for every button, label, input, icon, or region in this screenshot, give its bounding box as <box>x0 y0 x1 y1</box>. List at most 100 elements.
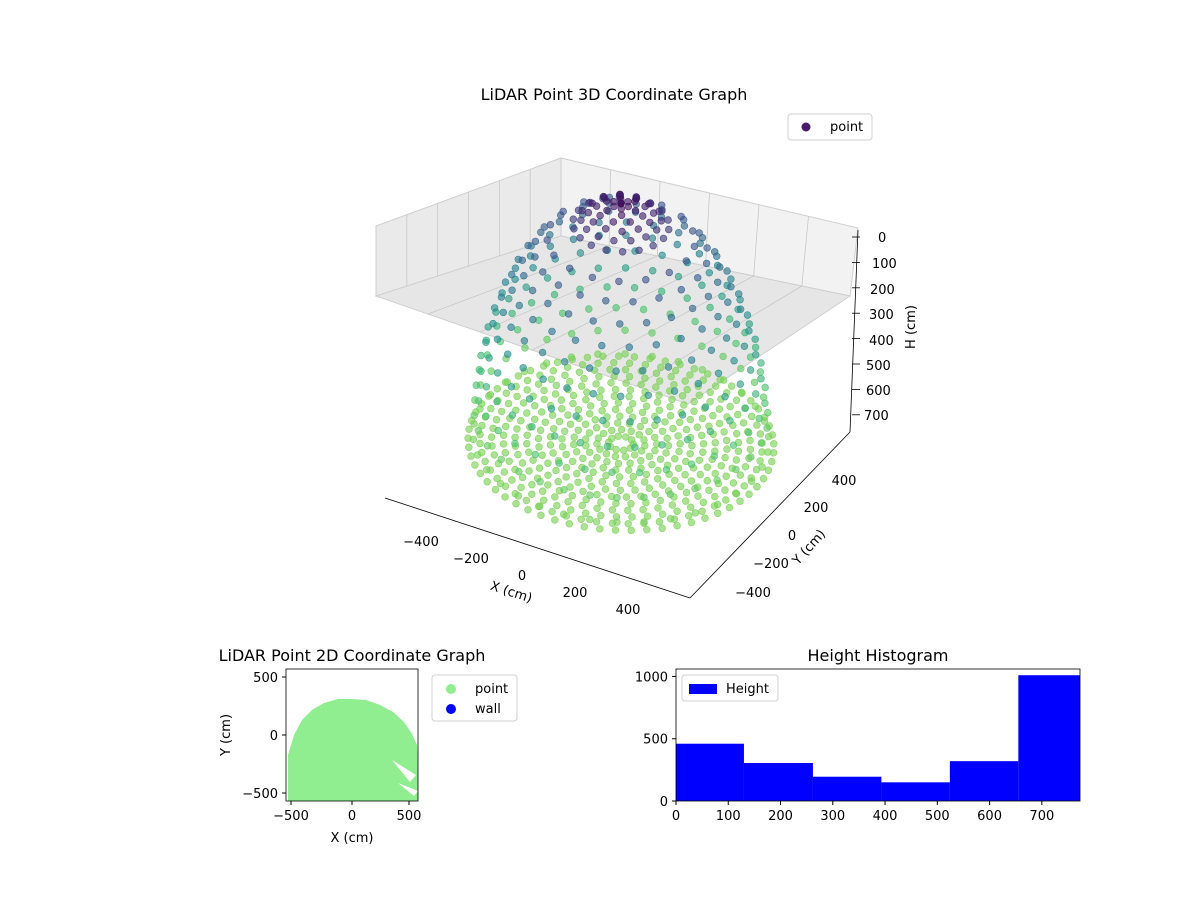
point-3d <box>641 374 649 382</box>
point-3d <box>587 241 595 249</box>
point-3d <box>764 466 773 474</box>
point-3d <box>690 365 698 373</box>
point-3d <box>610 359 618 367</box>
point-3d <box>703 244 711 252</box>
point-3d <box>698 281 706 289</box>
point-3d <box>593 454 601 462</box>
histogram-bar <box>949 761 1019 801</box>
point-3d <box>519 399 528 407</box>
point-3d <box>523 386 531 394</box>
point-3d <box>680 222 689 230</box>
point-3d <box>572 448 581 456</box>
point-cloud-gap <box>398 783 418 796</box>
point-3d <box>614 432 622 440</box>
point-3d <box>630 284 639 292</box>
point-3d <box>741 463 750 471</box>
point-3d <box>625 392 633 401</box>
point-3d <box>586 402 595 410</box>
point-3d <box>655 377 664 385</box>
point-3d <box>471 461 479 469</box>
point-3d <box>627 479 635 488</box>
point-3d <box>542 359 551 367</box>
point-3d <box>502 422 510 431</box>
point-3d <box>520 272 528 280</box>
point-3d <box>518 459 527 467</box>
point-3d <box>677 212 685 221</box>
point-3d <box>581 465 589 473</box>
point-3d <box>544 459 552 467</box>
point-3d <box>531 450 540 459</box>
point-3d <box>521 344 529 352</box>
point-3d <box>734 447 743 455</box>
x-tick-label: −400 <box>403 535 439 550</box>
point-3d <box>693 274 702 282</box>
point-3d <box>558 405 566 413</box>
point-3d <box>625 372 634 381</box>
point-3d <box>721 393 729 401</box>
point-3d <box>610 392 618 400</box>
point-3d <box>570 433 578 441</box>
point-3d <box>635 431 643 439</box>
point-3d <box>627 500 635 508</box>
point-3d <box>687 518 696 527</box>
point-3d <box>703 477 711 485</box>
point-3d <box>579 454 587 463</box>
point-3d <box>687 356 696 364</box>
point-3d <box>498 407 506 416</box>
point-3d <box>550 290 559 299</box>
point-3d <box>671 455 679 463</box>
point-3d <box>658 524 666 532</box>
point-3d <box>603 206 611 215</box>
point-3d <box>507 323 515 331</box>
histogram-y-ticks: 0 500 1000 <box>635 670 676 810</box>
point-3d <box>673 522 681 530</box>
point-3d <box>645 484 653 492</box>
point-3d <box>761 399 769 407</box>
y-tick-label: −500 <box>242 787 278 802</box>
point-3d <box>627 526 635 535</box>
point-3d <box>688 442 696 450</box>
point-3d <box>552 466 560 475</box>
point-3d <box>674 464 683 472</box>
point-3d <box>535 502 544 510</box>
point-3d <box>508 309 516 318</box>
point-3d <box>757 375 765 383</box>
point-3d <box>757 359 765 367</box>
point-3d <box>681 377 689 385</box>
point-3d <box>526 366 535 375</box>
point-3d <box>698 325 706 333</box>
point-3d <box>714 369 723 377</box>
point-3d <box>607 379 615 387</box>
point-3d <box>588 460 596 468</box>
point-3d <box>654 504 662 512</box>
point-3d <box>690 397 698 406</box>
point-3d <box>531 237 540 246</box>
point-3d <box>638 408 647 417</box>
point-3d <box>523 431 531 439</box>
point-3d <box>710 248 719 256</box>
point-3d <box>581 420 590 428</box>
point-3d <box>592 380 600 388</box>
point-3d <box>684 511 693 520</box>
point-3d <box>686 415 694 424</box>
point-3d <box>724 298 732 306</box>
point-3d <box>598 341 606 350</box>
y-tick-label: 500 <box>253 671 278 686</box>
point-3d <box>555 417 564 426</box>
point-3d <box>711 469 719 478</box>
point-3d <box>743 311 752 319</box>
point-3d <box>465 443 473 451</box>
point-3d <box>580 374 588 383</box>
point-3d <box>729 441 738 449</box>
h-tick-label: 400 <box>869 334 894 349</box>
point-3d <box>567 353 576 361</box>
point-3d <box>611 452 620 461</box>
point-3d <box>565 377 574 386</box>
point-3d <box>591 416 599 424</box>
point-3d <box>540 395 548 404</box>
y-axis-label: Y (cm) <box>219 714 234 757</box>
point-3d <box>756 457 764 465</box>
y-tick-label: 0 <box>270 729 278 744</box>
point-3d <box>699 440 708 448</box>
point-3d <box>616 412 624 420</box>
